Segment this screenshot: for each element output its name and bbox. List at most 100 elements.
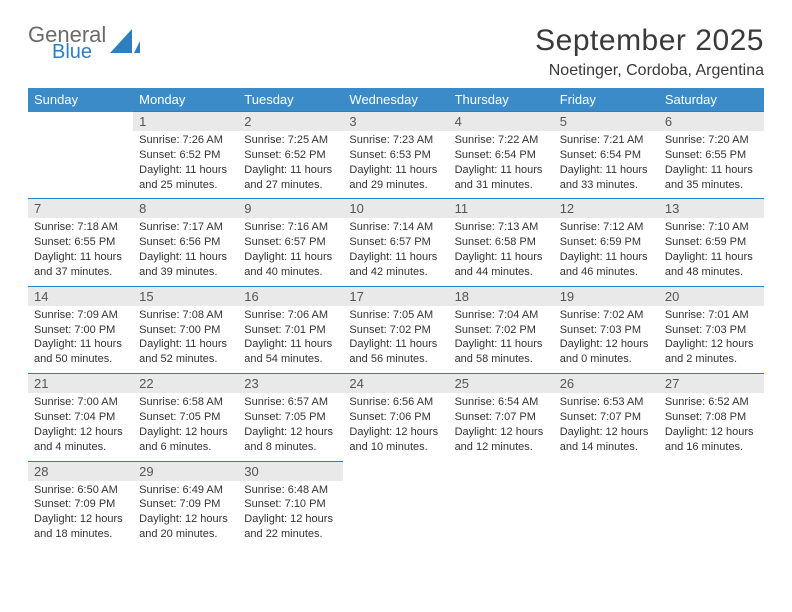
day-details: Sunrise: 6:54 AMSunset: 7:07 PMDaylight:… [449,393,554,456]
calendar-cell: 26Sunrise: 6:53 AMSunset: 7:07 PMDayligh… [554,374,659,461]
day-number: 2 [238,112,343,131]
day-details: Sunrise: 6:58 AMSunset: 7:05 PMDaylight:… [133,393,238,456]
calendar-cell [28,112,133,199]
day-number: 4 [449,112,554,131]
day-number: 14 [28,287,133,306]
calendar-cell: 3Sunrise: 7:23 AMSunset: 6:53 PMDaylight… [343,112,448,199]
day-details: Sunrise: 7:00 AMSunset: 7:04 PMDaylight:… [28,393,133,456]
day-number: 20 [659,287,764,306]
day-number: 16 [238,287,343,306]
page-title: September 2025 [535,24,764,58]
calendar-cell: 6Sunrise: 7:20 AMSunset: 6:55 PMDaylight… [659,112,764,199]
calendar-cell [343,461,448,548]
day-number: 3 [343,112,448,131]
day-details: Sunrise: 7:04 AMSunset: 7:02 PMDaylight:… [449,306,554,369]
day-number: 17 [343,287,448,306]
logo: General Blue [28,24,142,62]
day-details: Sunrise: 7:01 AMSunset: 7:03 PMDaylight:… [659,306,764,369]
calendar-cell: 19Sunrise: 7:02 AMSunset: 7:03 PMDayligh… [554,286,659,373]
title-block: September 2025 Noetinger, Cordoba, Argen… [535,24,764,80]
calendar-week-row: 21Sunrise: 7:00 AMSunset: 7:04 PMDayligh… [28,374,764,461]
day-number: 29 [133,462,238,481]
calendar-cell: 13Sunrise: 7:10 AMSunset: 6:59 PMDayligh… [659,199,764,286]
dow-header: Saturday [659,88,764,112]
day-number: 6 [659,112,764,131]
day-number: 23 [238,374,343,393]
calendar-cell: 10Sunrise: 7:14 AMSunset: 6:57 PMDayligh… [343,199,448,286]
day-details: Sunrise: 7:13 AMSunset: 6:58 PMDaylight:… [449,218,554,281]
day-details: Sunrise: 6:52 AMSunset: 7:08 PMDaylight:… [659,393,764,456]
calendar-cell: 1Sunrise: 7:26 AMSunset: 6:52 PMDaylight… [133,112,238,199]
calendar-cell: 20Sunrise: 7:01 AMSunset: 7:03 PMDayligh… [659,286,764,373]
calendar-cell: 22Sunrise: 6:58 AMSunset: 7:05 PMDayligh… [133,374,238,461]
day-details: Sunrise: 6:48 AMSunset: 7:10 PMDaylight:… [238,481,343,544]
day-details: Sunrise: 7:18 AMSunset: 6:55 PMDaylight:… [28,218,133,281]
location-text: Noetinger, Cordoba, Argentina [535,62,764,80]
day-details: Sunrise: 7:10 AMSunset: 6:59 PMDaylight:… [659,218,764,281]
calendar-cell: 17Sunrise: 7:05 AMSunset: 7:02 PMDayligh… [343,286,448,373]
day-number: 12 [554,199,659,218]
day-details: Sunrise: 7:05 AMSunset: 7:02 PMDaylight:… [343,306,448,369]
day-number: 24 [343,374,448,393]
calendar-cell: 30Sunrise: 6:48 AMSunset: 7:10 PMDayligh… [238,461,343,548]
calendar-week-row: 1Sunrise: 7:26 AMSunset: 6:52 PMDaylight… [28,112,764,199]
dow-header: Friday [554,88,659,112]
day-number: 26 [554,374,659,393]
calendar-cell [659,461,764,548]
day-number: 30 [238,462,343,481]
calendar-cell: 12Sunrise: 7:12 AMSunset: 6:59 PMDayligh… [554,199,659,286]
day-details: Sunrise: 7:23 AMSunset: 6:53 PMDaylight:… [343,131,448,194]
day-details: Sunrise: 7:20 AMSunset: 6:55 PMDaylight:… [659,131,764,194]
day-details: Sunrise: 6:50 AMSunset: 7:09 PMDaylight:… [28,481,133,544]
dow-header: Wednesday [343,88,448,112]
calendar-cell: 15Sunrise: 7:08 AMSunset: 7:00 PMDayligh… [133,286,238,373]
calendar-cell [554,461,659,548]
calendar-week-row: 7Sunrise: 7:18 AMSunset: 6:55 PMDaylight… [28,199,764,286]
calendar-cell: 28Sunrise: 6:50 AMSunset: 7:09 PMDayligh… [28,461,133,548]
calendar-week-row: 28Sunrise: 6:50 AMSunset: 7:09 PMDayligh… [28,461,764,548]
calendar-cell: 27Sunrise: 6:52 AMSunset: 7:08 PMDayligh… [659,374,764,461]
dow-header: Sunday [28,88,133,112]
calendar-cell: 21Sunrise: 7:00 AMSunset: 7:04 PMDayligh… [28,374,133,461]
day-number: 21 [28,374,133,393]
day-number: 18 [449,287,554,306]
day-details: Sunrise: 7:22 AMSunset: 6:54 PMDaylight:… [449,131,554,194]
day-number: 15 [133,287,238,306]
day-number: 28 [28,462,133,481]
calendar-cell: 29Sunrise: 6:49 AMSunset: 7:09 PMDayligh… [133,461,238,548]
calendar-cell: 11Sunrise: 7:13 AMSunset: 6:58 PMDayligh… [449,199,554,286]
calendar-cell: 8Sunrise: 7:17 AMSunset: 6:56 PMDaylight… [133,199,238,286]
day-details: Sunrise: 7:21 AMSunset: 6:54 PMDaylight:… [554,131,659,194]
calendar-cell: 2Sunrise: 7:25 AMSunset: 6:52 PMDaylight… [238,112,343,199]
day-details: Sunrise: 7:16 AMSunset: 6:57 PMDaylight:… [238,218,343,281]
calendar-header-row: SundayMondayTuesdayWednesdayThursdayFrid… [28,88,764,112]
calendar-cell: 5Sunrise: 7:21 AMSunset: 6:54 PMDaylight… [554,112,659,199]
day-number: 25 [449,374,554,393]
day-number: 11 [449,199,554,218]
calendar-cell: 4Sunrise: 7:22 AMSunset: 6:54 PMDaylight… [449,112,554,199]
day-number: 1 [133,112,238,131]
day-number: 27 [659,374,764,393]
day-details: Sunrise: 7:06 AMSunset: 7:01 PMDaylight:… [238,306,343,369]
dow-header: Monday [133,88,238,112]
day-details: Sunrise: 6:53 AMSunset: 7:07 PMDaylight:… [554,393,659,456]
day-details: Sunrise: 6:56 AMSunset: 7:06 PMDaylight:… [343,393,448,456]
dow-header: Tuesday [238,88,343,112]
day-details: Sunrise: 6:57 AMSunset: 7:05 PMDaylight:… [238,393,343,456]
calendar-cell [449,461,554,548]
day-number: 10 [343,199,448,218]
day-number: 5 [554,112,659,131]
day-details: Sunrise: 7:25 AMSunset: 6:52 PMDaylight:… [238,131,343,194]
calendar-table: SundayMondayTuesdayWednesdayThursdayFrid… [28,88,764,548]
day-number: 7 [28,199,133,218]
dow-header: Thursday [449,88,554,112]
day-details: Sunrise: 7:12 AMSunset: 6:59 PMDaylight:… [554,218,659,281]
calendar-week-row: 14Sunrise: 7:09 AMSunset: 7:00 PMDayligh… [28,286,764,373]
calendar-cell: 25Sunrise: 6:54 AMSunset: 7:07 PMDayligh… [449,374,554,461]
day-details: Sunrise: 7:02 AMSunset: 7:03 PMDaylight:… [554,306,659,369]
calendar-cell: 18Sunrise: 7:04 AMSunset: 7:02 PMDayligh… [449,286,554,373]
day-number: 13 [659,199,764,218]
header: General Blue September 2025 Noetinger, C… [28,24,764,80]
day-details: Sunrise: 7:08 AMSunset: 7:00 PMDaylight:… [133,306,238,369]
day-details: Sunrise: 7:14 AMSunset: 6:57 PMDaylight:… [343,218,448,281]
